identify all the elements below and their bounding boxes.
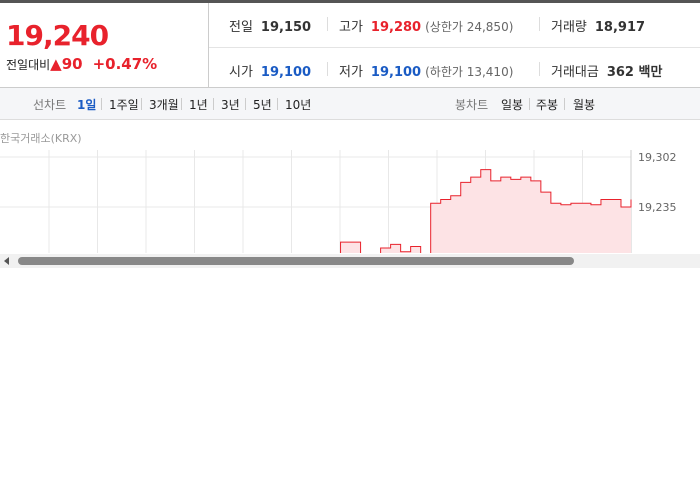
- tab[interactable]: 월봉: [573, 98, 596, 112]
- stat: 거래대금 362 백만: [551, 61, 662, 80]
- stat-value: 18,917: [594, 20, 646, 35]
- separator: [245, 98, 246, 110]
- chart: 19,302 19,235 19,168: [0, 150, 677, 253]
- divider: [539, 17, 540, 31]
- y-tick-label: 19,235: [638, 201, 677, 214]
- tab[interactable]: 1일: [77, 98, 97, 112]
- stat-value: 19,100: [370, 65, 422, 80]
- stat-label: 고가: [339, 20, 363, 35]
- tab[interactable]: 1년: [189, 98, 208, 112]
- scroll-thumb[interactable]: [18, 257, 574, 265]
- separator: [213, 98, 214, 110]
- change-label: 전일대비: [6, 58, 51, 72]
- change-value: 90: [61, 55, 83, 73]
- scrollbar: [0, 254, 700, 268]
- stat-value: 362 백만: [606, 65, 663, 80]
- stats-row: 전일 19,150 고가 19,280 (상한가 24,850) 거래량 18,917: [209, 3, 700, 45]
- stat-label: 거래대금: [551, 65, 599, 80]
- line-label: 선차트: [33, 98, 67, 112]
- candle-label: 봉차트: [455, 98, 489, 112]
- stats-row: 시가 19,100 저가 19,100 (하한가 13,410) 거래대금 362 백만: [209, 47, 700, 90]
- stats: 전일 19,150 고가 19,280 (상한가 24,850) 거래량 18,917 시가 1…: [208, 3, 700, 88]
- stat-extra: (상한가 24,850): [425, 20, 514, 34]
- change: ▲90: [50, 55, 83, 73]
- tab[interactable]: 3년: [221, 98, 240, 112]
- change: 전일대비▲90 +0.47%: [6, 55, 157, 73]
- stat-label: 시가: [229, 65, 253, 80]
- divider: [327, 17, 328, 31]
- stat-value: 19,150: [260, 20, 312, 35]
- separator: [101, 98, 102, 110]
- divider: [327, 62, 328, 76]
- stat: 시가 19,100: [229, 61, 311, 80]
- stat-label: 저가: [339, 65, 363, 80]
- area: [340, 169, 631, 253]
- summary: 19,240 전일대비▲90 +0.47% 전일 19,150 고가 19,280 (상한…: [0, 0, 700, 88]
- y-tick-label: 19,168: [638, 251, 677, 253]
- tab[interactable]: 일봉: [501, 98, 524, 112]
- source: 한국거래소(KRX): [0, 132, 82, 145]
- separator: [277, 98, 278, 110]
- stat: 저가 19,100 (하한가 13,410): [339, 61, 513, 80]
- stat-value: 19,100: [260, 65, 312, 80]
- tab[interactable]: 5년: [253, 98, 272, 112]
- toolbar: 선차트 1일 1주일 3개월 1년 3년 5년 10년 봉차트 일봉 주봉 월봉: [0, 88, 700, 120]
- separator: [141, 98, 142, 110]
- stat-value: 19,280: [370, 20, 422, 35]
- change-pct: +0.47%: [92, 55, 158, 73]
- price-line: [340, 169, 632, 253]
- scroll-left[interactable]: [4, 257, 9, 265]
- stat-extra: (하한가 13,410): [425, 65, 514, 79]
- tab[interactable]: 3개월: [149, 98, 179, 112]
- tab[interactable]: 주봉: [536, 98, 559, 112]
- y-tick-label: 19,302: [638, 151, 677, 164]
- stat: 고가 19,280 (상한가 24,850): [339, 16, 513, 35]
- divider: [539, 62, 540, 76]
- stat: 거래량 18,917: [551, 16, 645, 35]
- separator: [529, 98, 530, 110]
- stat-label: 전일: [229, 20, 253, 35]
- price: 19,240: [6, 19, 109, 52]
- separator: [181, 98, 182, 110]
- tab[interactable]: 1주일: [109, 98, 139, 112]
- tab[interactable]: 10년: [285, 98, 312, 112]
- stat-label: 거래량: [551, 20, 587, 35]
- stat: 전일 19,150: [229, 16, 311, 35]
- separator: [564, 98, 565, 110]
